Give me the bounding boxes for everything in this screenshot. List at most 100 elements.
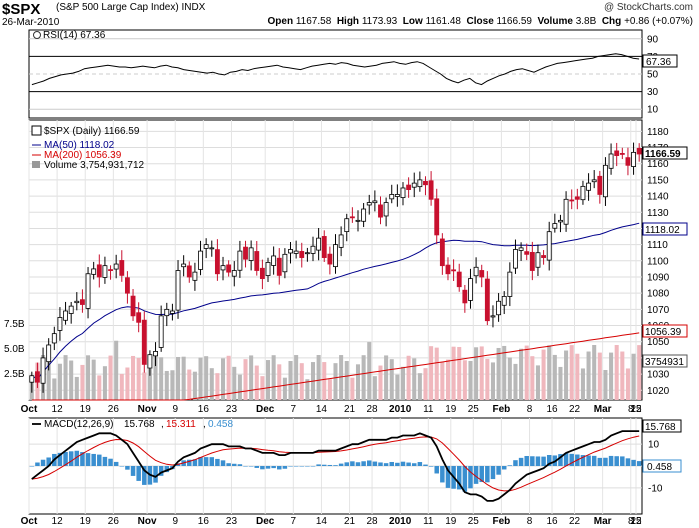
macd-hist-bar: [265, 466, 271, 469]
volume-bar: [159, 357, 164, 400]
candle-body: [524, 251, 530, 255]
volume-bar: [541, 349, 546, 400]
last-ma50-label: 1118.02: [645, 225, 680, 236]
macd-hist-bar: [316, 464, 321, 466]
macd-hist-bar: [597, 457, 603, 466]
volume-bar: [631, 353, 636, 400]
macd-hist-bar: [226, 463, 231, 466]
macd-hist-bar: [288, 466, 293, 467]
macd-hist-bar: [361, 461, 366, 466]
volume-tick-label: 5.0B: [4, 344, 25, 355]
volume-bar: [254, 365, 259, 400]
volume-bar: [192, 371, 197, 400]
candle-body: [636, 147, 642, 155]
candle-body: [130, 295, 136, 317]
macd-hist-bar: [29, 466, 35, 467]
candle-body: [175, 270, 181, 311]
x-tick-label: 21: [344, 516, 356, 527]
rsi-value-label: 67.36: [646, 57, 671, 68]
price-tick-label: 1030: [647, 370, 670, 381]
x-tick-label: Dec: [256, 516, 275, 527]
volume-bar: [552, 354, 557, 400]
macd-legend-signal: 15.311: [166, 419, 196, 430]
x-tick-label: 7: [291, 404, 297, 415]
macd-hist-bar: [434, 466, 439, 474]
rsi-tick-label: 50: [647, 70, 659, 81]
x-tick-label: 11: [423, 516, 434, 527]
candle-body: [558, 219, 563, 223]
price-tick-label: 1110: [647, 240, 668, 251]
price-tick-label: 1050: [647, 337, 670, 348]
candle-body: [141, 319, 147, 365]
volume-bar: [513, 363, 518, 400]
candle-body: [400, 187, 406, 199]
macd-hist-bar: [490, 466, 496, 480]
volume-bar: [535, 365, 540, 400]
macd-hist-bar: [91, 453, 96, 466]
volume-bar: [125, 367, 130, 400]
volume-bar: [57, 363, 62, 400]
macd-hist-bar: [158, 466, 164, 476]
candle-body: [394, 194, 400, 197]
macd-hist-bar: [333, 465, 338, 466]
x-tick-label: Mar: [594, 404, 612, 415]
macd-hist-bar: [496, 466, 501, 475]
candle-body: [484, 278, 490, 322]
price-tick-label: 1180: [647, 127, 669, 138]
volume-bar: [519, 348, 524, 400]
candle-body: [518, 247, 524, 251]
candle-body: [451, 269, 457, 272]
candle-body: [439, 238, 445, 267]
candle-body: [237, 250, 243, 271]
candle-body: [423, 180, 428, 186]
candle-body: [40, 357, 46, 384]
quote-summary: Open 1167.58 High 1173.93 Low 1161.48 Cl…: [268, 16, 694, 27]
macd-hist-bar: [569, 453, 574, 466]
macd-hist-bar: [456, 466, 462, 490]
last-price-box: [642, 146, 688, 160]
volume-bar: [288, 361, 293, 400]
x-tick-label: 9: [172, 516, 178, 527]
macd-hist-bar: [80, 452, 85, 466]
volume-bar: [294, 355, 299, 400]
volume-bar: [305, 379, 310, 400]
rsi-value-box: 67.36: [642, 54, 678, 68]
candle-body: [456, 271, 462, 288]
macd-legend-hist: 0.458: [208, 419, 233, 430]
candle-body: [625, 157, 631, 166]
candle-body: [265, 262, 271, 276]
candle-body: [383, 202, 389, 217]
macd-hist-bar: [485, 466, 490, 483]
volume-bar: [260, 376, 265, 400]
price-panel: 1180117011601150114011301120111011001090…: [4, 119, 688, 401]
price-tick-label: 1150: [647, 175, 669, 186]
price-tick-label: 1070: [647, 305, 670, 316]
macd-legend-value: 15.768: [124, 419, 155, 430]
macd-hist-bar: [248, 466, 254, 467]
price-tick-label: 1130: [647, 208, 669, 219]
macd-hist-bar: [636, 461, 642, 466]
macd-hist-bar: [518, 457, 524, 466]
volume-bar: [462, 360, 467, 400]
ma200-legend-text: MA(200) 1056.39: [44, 150, 122, 161]
x-tick-label: 9: [172, 404, 178, 415]
macd-hist-bar: [282, 466, 288, 469]
candle-body: [428, 180, 434, 200]
volume-bar: [524, 345, 529, 400]
candle-body: [614, 150, 620, 157]
volume-bar: [530, 356, 535, 400]
candle-body: [96, 264, 102, 278]
macd-hist-bar: [198, 457, 203, 466]
macd-hist-bar: [271, 466, 276, 469]
volume-bar: [412, 358, 417, 400]
x-tick-label: 12: [52, 404, 64, 415]
macd-hist-bar: [203, 457, 209, 466]
macd-hist-bar: [462, 466, 468, 492]
volume-bar: [609, 352, 614, 400]
volume-bar: [220, 358, 226, 400]
x-tick-label: 19: [445, 404, 457, 415]
candle-body: [361, 208, 367, 222]
x-tick-label: Nov: [138, 404, 157, 415]
x-tick-label: Dec: [256, 404, 275, 415]
volume-bar: [384, 355, 389, 400]
